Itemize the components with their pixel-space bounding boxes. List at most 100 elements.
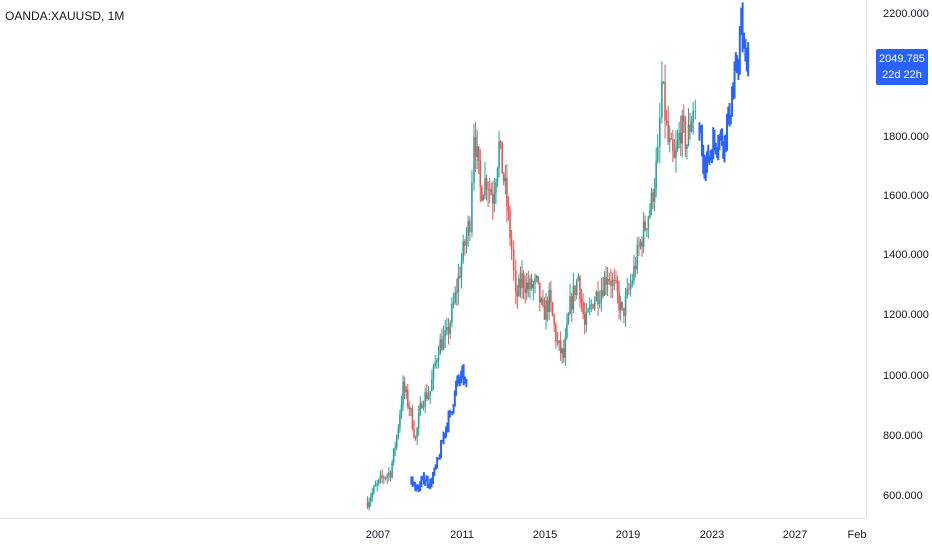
price-axis[interactable]: 2200.000 1800.000 1600.000 1400.000 1200.000… bbox=[866, 0, 932, 518]
candle-down bbox=[499, 141, 502, 143]
candle-down bbox=[456, 291, 458, 293]
candle-down bbox=[487, 189, 489, 191]
candle-down bbox=[562, 348, 565, 358]
candle-down bbox=[514, 270, 517, 292]
candle-down bbox=[501, 141, 504, 174]
time-tick-label: 2007 bbox=[365, 529, 391, 541]
candle-down bbox=[447, 326, 450, 334]
candle-up bbox=[647, 217, 650, 229]
price-tick-label: 1000.000 bbox=[883, 370, 929, 382]
candle-down bbox=[616, 280, 619, 293]
candle-down bbox=[543, 305, 546, 320]
candle-down bbox=[403, 381, 406, 393]
candle-up bbox=[694, 110, 697, 112]
candle-up bbox=[386, 475, 388, 478]
candle-up bbox=[636, 245, 639, 270]
time-tick-label: 2023 bbox=[699, 529, 725, 541]
candle-up bbox=[535, 276, 538, 279]
projection-drawing-1[interactable] bbox=[410, 364, 468, 493]
candle-up bbox=[687, 124, 690, 146]
candle-up bbox=[645, 228, 648, 230]
candle-down bbox=[652, 192, 654, 202]
candle-up bbox=[498, 141, 500, 169]
candle-up bbox=[484, 178, 486, 196]
candle-down bbox=[551, 302, 554, 316]
candle-up bbox=[439, 339, 442, 355]
candle-up bbox=[391, 462, 393, 478]
time-tick-label: 2011 bbox=[450, 529, 474, 541]
candle-up bbox=[655, 161, 657, 189]
candle-up bbox=[690, 121, 693, 132]
candle-up bbox=[678, 132, 680, 141]
candle-up bbox=[518, 278, 520, 297]
candle-up bbox=[400, 404, 403, 415]
candle-down bbox=[421, 403, 423, 409]
candle-down bbox=[524, 288, 526, 293]
candle-down bbox=[556, 341, 559, 343]
candle-up bbox=[436, 360, 438, 363]
candle-down bbox=[683, 115, 685, 121]
candle-up bbox=[451, 304, 453, 323]
candle-up bbox=[388, 472, 390, 476]
candle-up bbox=[488, 189, 491, 191]
candle-up bbox=[598, 300, 601, 305]
candle-down bbox=[664, 81, 666, 121]
candle-up bbox=[373, 486, 375, 493]
candle-up bbox=[606, 279, 609, 285]
candle-up bbox=[659, 117, 661, 147]
candle-down bbox=[441, 339, 443, 350]
candle-up bbox=[437, 354, 440, 361]
price-tick-label: 1800.000 bbox=[883, 131, 929, 143]
candle-up bbox=[376, 483, 378, 486]
candle-down bbox=[538, 282, 541, 303]
candle-up bbox=[631, 280, 634, 285]
candle-up bbox=[588, 305, 591, 310]
candle-down bbox=[582, 302, 584, 315]
candle-down bbox=[459, 275, 461, 278]
candle-up bbox=[384, 477, 387, 479]
candle-up bbox=[473, 136, 475, 183]
candle-down bbox=[553, 315, 555, 325]
candle-up bbox=[457, 275, 460, 293]
candle-up bbox=[392, 448, 395, 463]
candle-down bbox=[389, 472, 392, 478]
candle-up bbox=[649, 210, 651, 218]
candle-up bbox=[417, 413, 420, 428]
candle-down bbox=[679, 132, 682, 144]
candle-up bbox=[504, 177, 507, 182]
candle-up bbox=[619, 302, 622, 311]
candle-up bbox=[449, 322, 452, 334]
candle-down bbox=[408, 405, 411, 409]
candle-up bbox=[369, 497, 372, 503]
candle-up bbox=[587, 309, 589, 312]
candle-down bbox=[673, 151, 676, 158]
time-tick-label: Feb bbox=[847, 529, 867, 541]
candle-up bbox=[681, 115, 684, 144]
candle-up bbox=[482, 195, 485, 201]
candle-down bbox=[510, 238, 513, 250]
candle-up bbox=[434, 362, 436, 366]
candle-up bbox=[532, 284, 535, 289]
projection-drawing-2[interactable] bbox=[698, 2, 750, 182]
candle-up bbox=[521, 273, 523, 288]
candle-down bbox=[559, 340, 562, 354]
candle-down bbox=[546, 300, 549, 313]
candle-down bbox=[537, 276, 540, 283]
candle-down bbox=[672, 139, 674, 152]
candle-up bbox=[397, 427, 400, 436]
candle-up bbox=[422, 406, 425, 409]
candle-up bbox=[399, 414, 401, 428]
candle-up bbox=[642, 221, 645, 248]
candle-up bbox=[585, 311, 588, 325]
candle-up bbox=[675, 148, 677, 158]
candle-up bbox=[661, 81, 663, 118]
time-tick-label: 2019 bbox=[615, 529, 641, 541]
time-axis[interactable]: 2007 2011 2015 2019 2023 2027 Feb bbox=[0, 518, 866, 551]
candle-up bbox=[467, 221, 469, 236]
candle-down bbox=[481, 187, 483, 201]
candle-down bbox=[574, 285, 576, 296]
candle-down bbox=[477, 146, 480, 162]
candle-down bbox=[530, 278, 533, 289]
